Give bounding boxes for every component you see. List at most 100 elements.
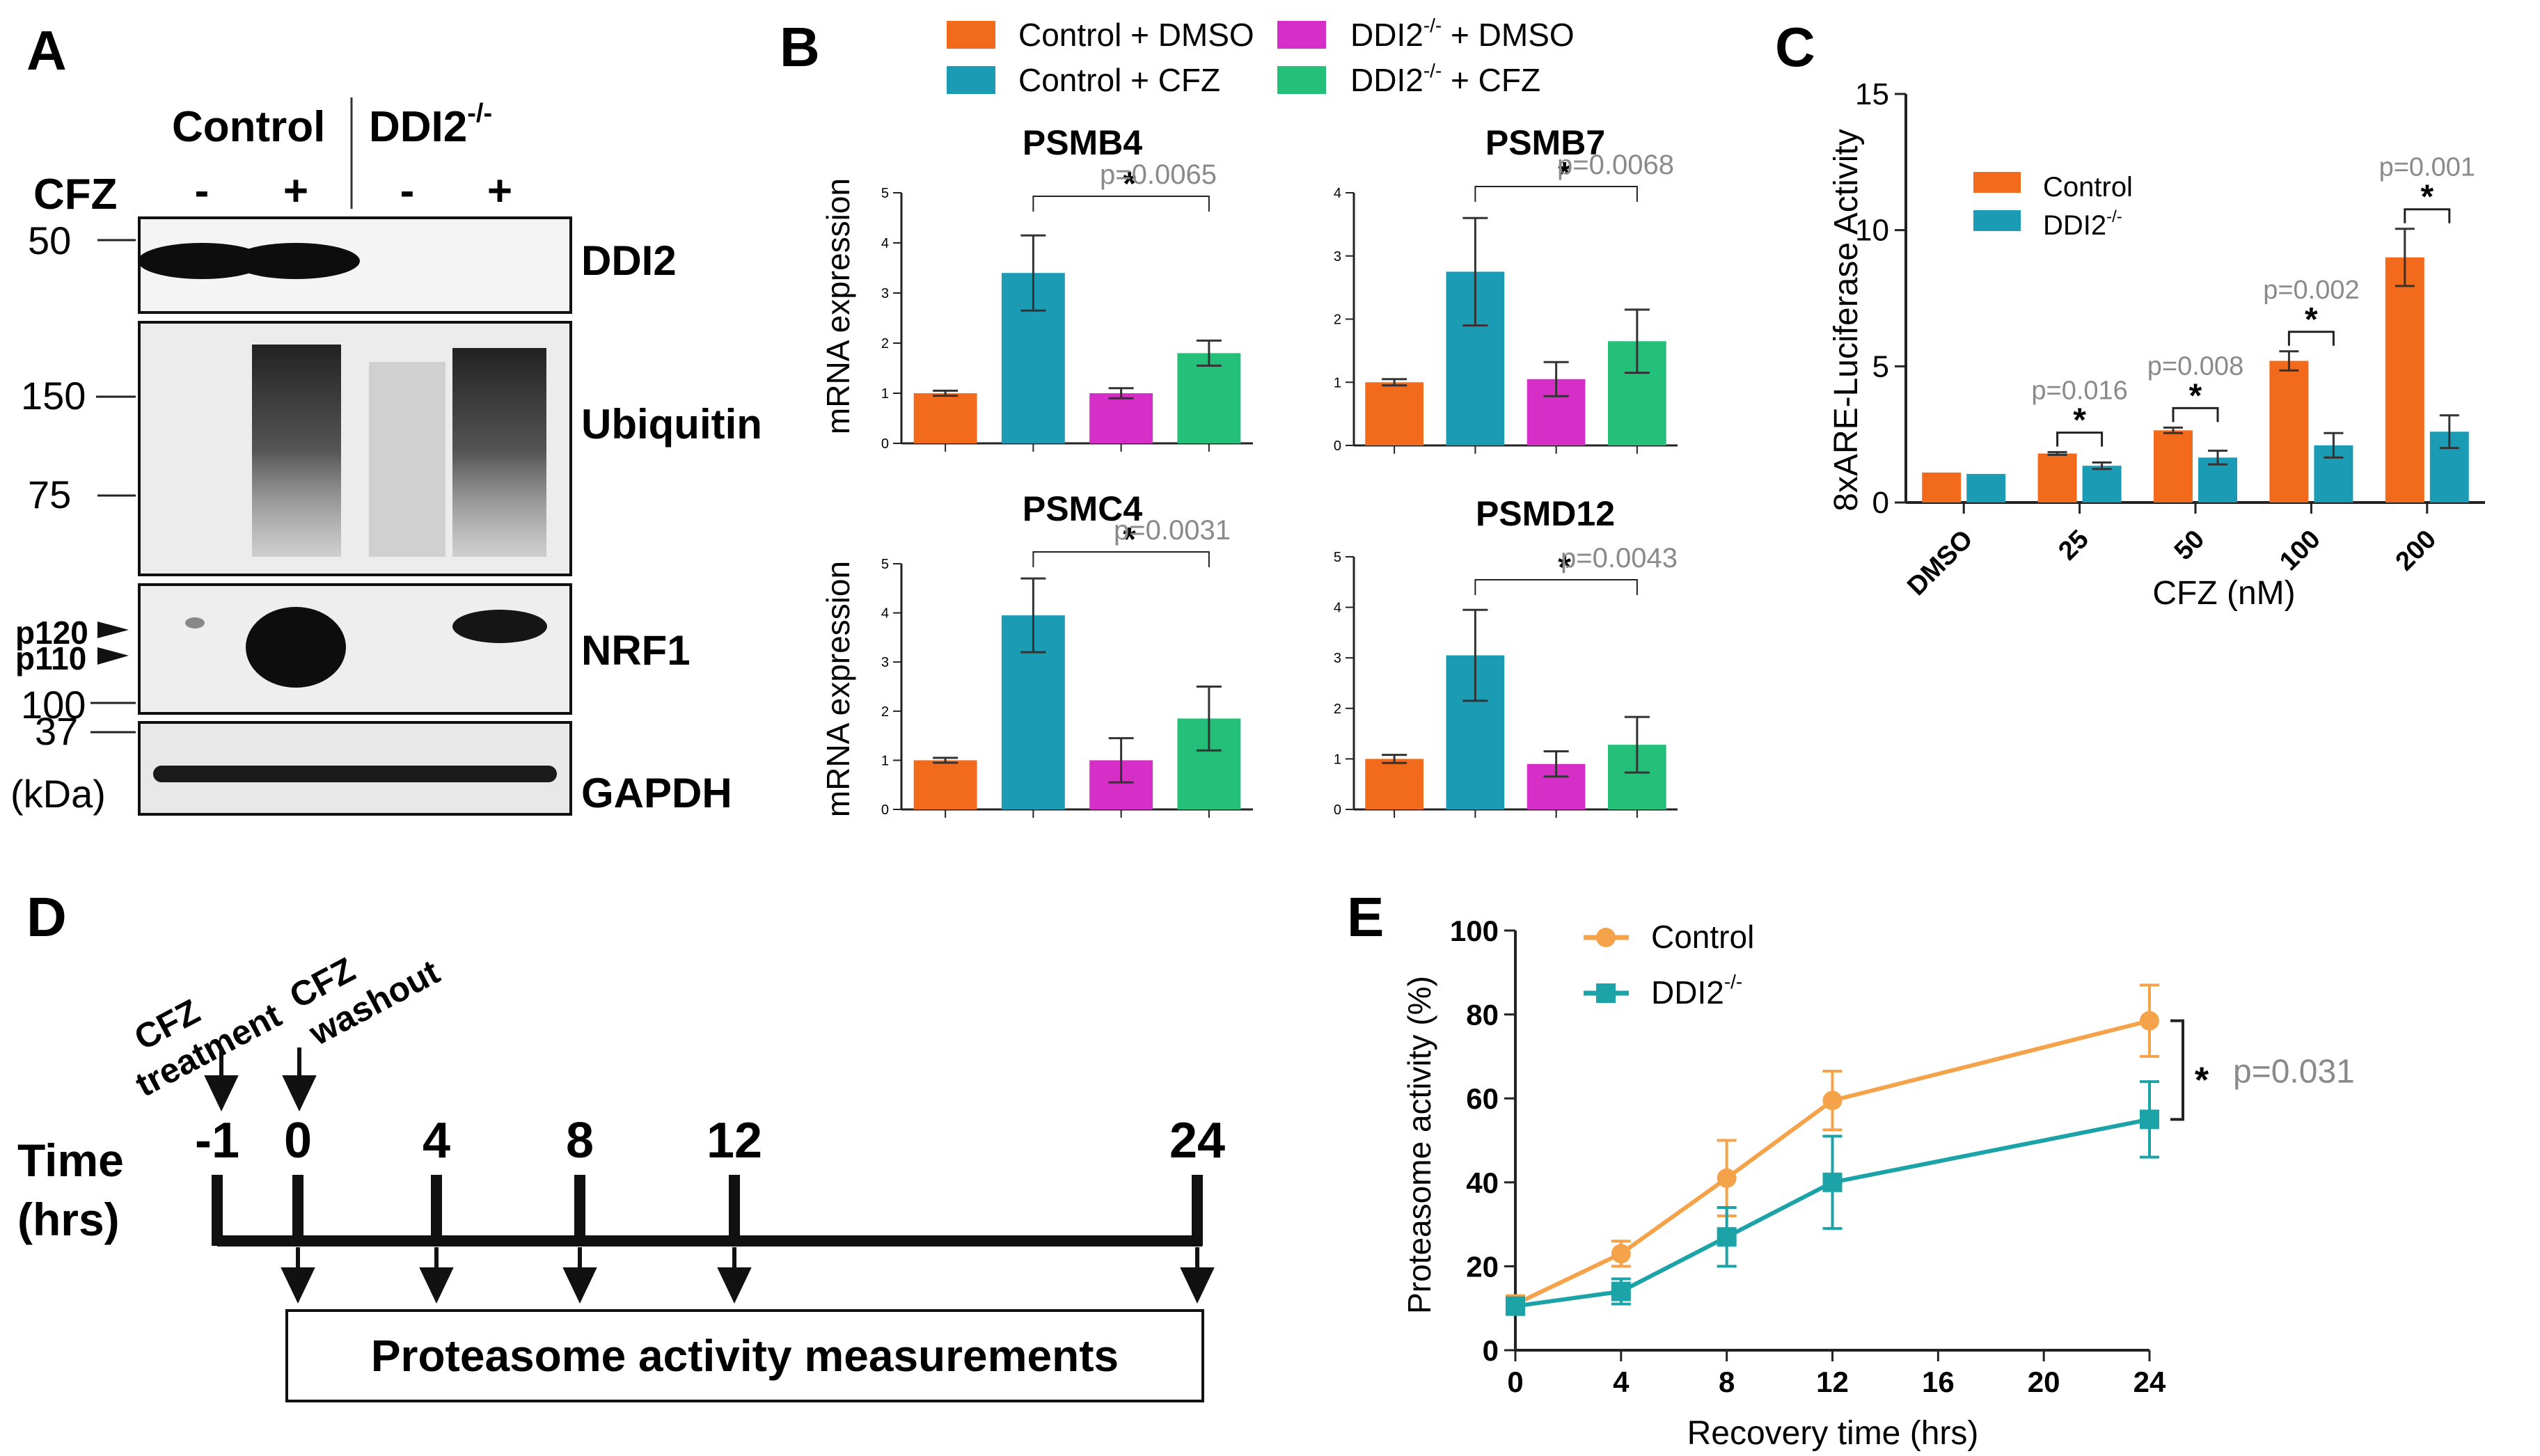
- ylabel-e: Proteasome activity (%): [1401, 976, 1437, 1314]
- marker-37: 37: [35, 709, 78, 753]
- legend-b: Control + DMSO DDI2-/- + DMSO Control + …: [947, 15, 1575, 98]
- significance-star: *: [2073, 402, 2086, 439]
- lane-sign-2: +: [283, 167, 308, 215]
- chart-title: PSMC4: [1023, 489, 1142, 528]
- panel-label-e: E: [1347, 886, 1384, 948]
- data-point: [2140, 1011, 2159, 1031]
- chart-title: PSMB7: [1485, 123, 1605, 162]
- band-label-p110: p110: [15, 640, 86, 676]
- bar: [1922, 472, 1962, 503]
- chart-psmb7: 0 1 2 3 4 PSMB7*p=0.0068: [1334, 123, 1678, 454]
- y-tick-label: 4: [1334, 186, 1341, 201]
- y-tick-label: 3: [881, 286, 889, 301]
- bar: [2269, 361, 2309, 503]
- y-tick-label: 80: [1466, 999, 1499, 1031]
- legend-label-e-ddi2: DDI2-/-: [1651, 971, 1742, 1011]
- significance-star: *: [1123, 521, 1136, 558]
- smear-ubiquitin-lane4: [452, 348, 546, 557]
- x-tick-label: 4: [1613, 1366, 1630, 1398]
- bar: [1177, 353, 1241, 443]
- y-tick-label: 0: [1872, 486, 1889, 520]
- marker-75: 75: [28, 473, 71, 516]
- p-value: p=0.002: [2263, 276, 2359, 305]
- legend-swatch-ddi2-dmso: [1277, 21, 1326, 49]
- y-tick-label: 0: [1483, 1334, 1499, 1367]
- event-cfz-treatment: CFZtreatment: [109, 958, 287, 1105]
- y-tick-label: 3: [1334, 249, 1341, 264]
- y-tick-label: 5: [881, 186, 889, 201]
- data-point: [1611, 1281, 1631, 1301]
- data-point: [1717, 1168, 1737, 1188]
- band-nrf1-lane4: [452, 610, 547, 643]
- kda-label: (kDa): [10, 772, 106, 816]
- arrow-p120-icon: [97, 622, 129, 638]
- measurement-box: [285, 1309, 1204, 1402]
- panel-a: A Control DDI2-/- CFZ - + - + DDI2 Ubiqu…: [10, 19, 762, 816]
- y-tick-label: 0: [881, 436, 889, 452]
- p-value: p=0.0068: [1557, 150, 1674, 180]
- significance-star: *: [1558, 549, 1571, 586]
- band-label-p120: p120: [15, 615, 88, 651]
- significance-bracket: [2056, 432, 2104, 447]
- y-tick-label: 1: [881, 386, 889, 402]
- xlabel-e: Recovery time (hrs): [1687, 1415, 1979, 1452]
- x-tick-label: 12: [1816, 1366, 1849, 1398]
- significance-star: *: [1558, 156, 1571, 193]
- legend-swatch-control-dmso: [947, 21, 995, 49]
- y-tick-label: 5: [1334, 550, 1341, 565]
- data-point: [1506, 1296, 1525, 1316]
- y-tick-label: 15: [1855, 77, 1889, 111]
- y-tick-label: 5: [881, 557, 889, 572]
- p-value: p=0.0043: [1561, 543, 1678, 573]
- bar: [2037, 453, 2077, 503]
- y-tick-label: 60: [1466, 1082, 1499, 1115]
- y-tick-label: 3: [881, 655, 889, 670]
- data-point: [2140, 1109, 2159, 1130]
- lane-sign-3: -: [400, 167, 415, 215]
- marker-150: 150: [21, 374, 86, 418]
- lane-sign-4: +: [487, 167, 512, 215]
- arrow-p110-icon: [97, 647, 129, 665]
- panel-label-a: A: [26, 19, 67, 81]
- legend-label-ddi2-cfz: DDI2-/- + CFZ: [1350, 60, 1540, 98]
- marker-100: 100: [21, 683, 86, 727]
- significance-bracket: [1474, 579, 1638, 595]
- x-tick-label: 50: [2169, 525, 2211, 567]
- x-tick-label: 100: [2274, 525, 2326, 577]
- time-axis-label: Time (hrs): [17, 1134, 124, 1245]
- band-gapdh: [153, 766, 557, 782]
- significance-bracket: [2287, 331, 2335, 346]
- timepoint-label: 8: [566, 1113, 594, 1169]
- bar: [1089, 393, 1153, 443]
- panel-label-c: C: [1775, 16, 1815, 78]
- panel-b: B Control + DMSO DDI2-/- + DMSO Control …: [780, 15, 1678, 818]
- data-point: [1611, 1244, 1631, 1264]
- significance-bracket: [2172, 406, 2219, 422]
- x-tick-label: 24: [2133, 1366, 2166, 1398]
- bar: [1966, 473, 2006, 503]
- y-tick-label: 1: [1334, 375, 1341, 390]
- measurement-arrow-icon: [562, 1247, 597, 1304]
- significance-bracket: [1032, 551, 1210, 567]
- band-ddi2-lane1: [138, 243, 266, 279]
- bar: [2082, 466, 2122, 503]
- significance-bracket: [1032, 196, 1210, 212]
- chart-psmc4: 0 1 2 3 4 5 PSMC4*p=0.0031: [881, 489, 1253, 818]
- legend-swatch-c-ddi2: [1973, 210, 2021, 231]
- panel-e: E Proteasome activity (%) Recovery time …: [1347, 886, 2355, 1452]
- group-label-control: Control: [172, 103, 325, 151]
- bar: [913, 393, 977, 443]
- arrow-treatment-icon: [204, 1047, 239, 1111]
- band-ddi2-lane2: [232, 243, 360, 279]
- panel-d: D CFZtreatment CFZwashout Time (hrs) -1 0 4…: [17, 886, 1225, 1402]
- bar: [2154, 430, 2193, 503]
- y-tick-label: 2: [881, 704, 889, 720]
- timepoint-label: 24: [1169, 1113, 1225, 1169]
- legend-label-control-cfz: Control + CFZ: [1018, 62, 1220, 98]
- significance-star: *: [1123, 166, 1136, 203]
- p-value: p=0.008: [2147, 351, 2243, 381]
- p-value: p=0.031: [2233, 1053, 2355, 1090]
- ylabel-b-top: mRNA expression: [820, 178, 856, 434]
